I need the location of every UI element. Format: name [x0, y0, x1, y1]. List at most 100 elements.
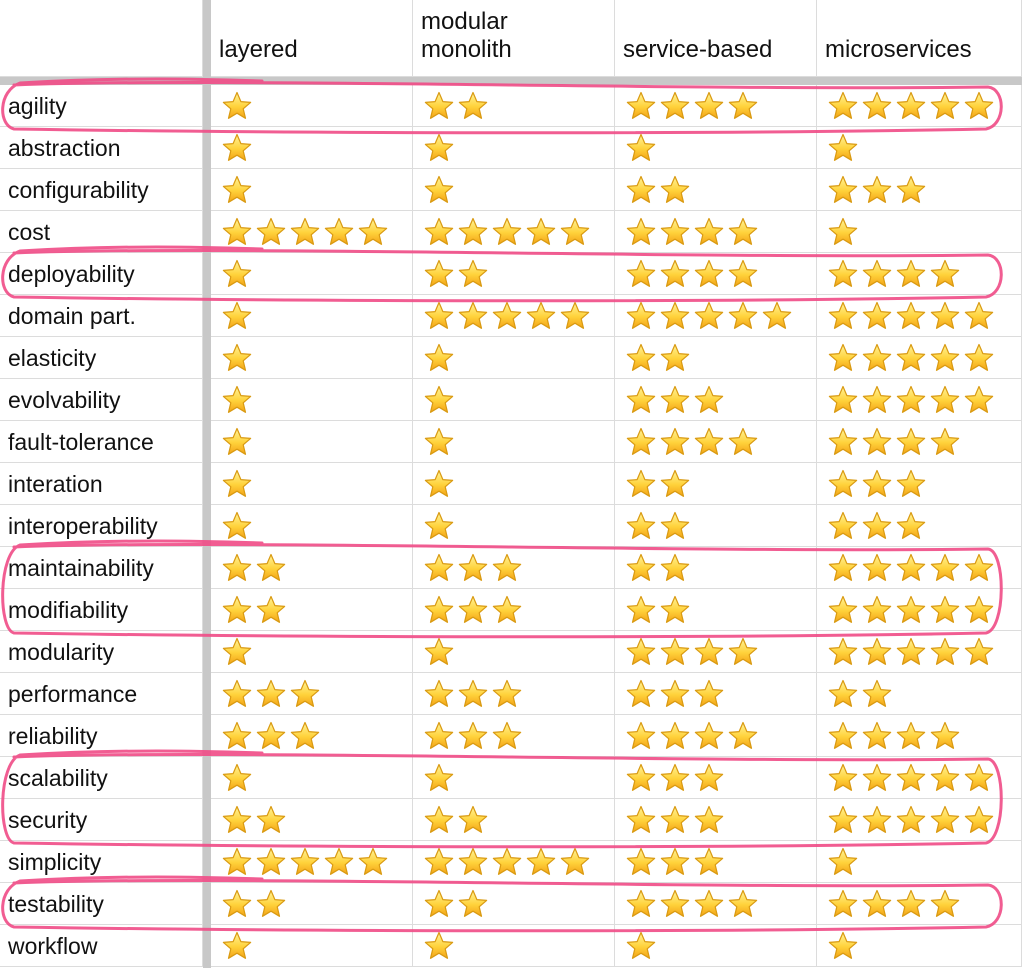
- row-label[interactable]: simplicity: [0, 841, 203, 883]
- column-header[interactable]: layered: [211, 0, 413, 77]
- rating-cell[interactable]: [211, 715, 413, 757]
- row-label[interactable]: modularity: [0, 631, 203, 673]
- rating-cell[interactable]: [211, 589, 413, 631]
- rating-cell[interactable]: [817, 589, 1022, 631]
- rating-cell[interactable]: [413, 631, 615, 673]
- rating-cell[interactable]: [413, 841, 615, 883]
- rating-cell[interactable]: [817, 253, 1022, 295]
- rating-cell[interactable]: [615, 169, 817, 211]
- rating-cell[interactable]: [817, 421, 1022, 463]
- column-header[interactable]: microservices: [817, 0, 1022, 77]
- row-label[interactable]: abstraction: [0, 127, 203, 169]
- rating-cell[interactable]: [211, 631, 413, 673]
- rating-cell[interactable]: [413, 337, 615, 379]
- row-label[interactable]: deployability: [0, 253, 203, 295]
- rating-cell[interactable]: [211, 799, 413, 841]
- rating-cell[interactable]: [615, 421, 817, 463]
- rating-cell[interactable]: [211, 505, 413, 547]
- row-label[interactable]: domain part.: [0, 295, 203, 337]
- rating-cell[interactable]: [413, 85, 615, 127]
- row-label[interactable]: cost: [0, 211, 203, 253]
- rating-cell[interactable]: [817, 127, 1022, 169]
- rating-cell[interactable]: [413, 463, 615, 505]
- rating-cell[interactable]: [211, 841, 413, 883]
- row-label[interactable]: elasticity: [0, 337, 203, 379]
- rating-cell[interactable]: [817, 169, 1022, 211]
- rating-cell[interactable]: [413, 127, 615, 169]
- rating-cell[interactable]: [413, 799, 615, 841]
- rating-cell[interactable]: [615, 799, 817, 841]
- rating-cell[interactable]: [413, 589, 615, 631]
- rating-cell[interactable]: [615, 379, 817, 421]
- rating-cell[interactable]: [817, 799, 1022, 841]
- rating-cell[interactable]: [211, 127, 413, 169]
- corner-cell[interactable]: [0, 0, 203, 77]
- column-header[interactable]: service-based: [615, 0, 817, 77]
- rating-cell[interactable]: [615, 505, 817, 547]
- row-label[interactable]: testability: [0, 883, 203, 925]
- row-label[interactable]: modifiability: [0, 589, 203, 631]
- row-label[interactable]: scalability: [0, 757, 203, 799]
- rating-cell[interactable]: [817, 463, 1022, 505]
- row-label[interactable]: workflow: [0, 925, 203, 967]
- rating-cell[interactable]: [615, 463, 817, 505]
- rating-cell[interactable]: [615, 211, 817, 253]
- rating-cell[interactable]: [413, 379, 615, 421]
- rating-cell[interactable]: [615, 547, 817, 589]
- rating-cell[interactable]: [615, 85, 817, 127]
- row-label[interactable]: reliability: [0, 715, 203, 757]
- rating-cell[interactable]: [211, 757, 413, 799]
- rating-cell[interactable]: [413, 505, 615, 547]
- rating-cell[interactable]: [211, 463, 413, 505]
- rating-cell[interactable]: [817, 505, 1022, 547]
- rating-cell[interactable]: [817, 631, 1022, 673]
- rating-cell[interactable]: [817, 337, 1022, 379]
- rating-cell[interactable]: [413, 169, 615, 211]
- row-label[interactable]: maintainability: [0, 547, 203, 589]
- rating-cell[interactable]: [817, 925, 1022, 967]
- rating-cell[interactable]: [413, 673, 615, 715]
- rating-cell[interactable]: [615, 631, 817, 673]
- rating-cell[interactable]: [615, 295, 817, 337]
- rating-cell[interactable]: [211, 85, 413, 127]
- rating-cell[interactable]: [817, 211, 1022, 253]
- rating-cell[interactable]: [413, 295, 615, 337]
- rating-cell[interactable]: [615, 673, 817, 715]
- row-label[interactable]: interation: [0, 463, 203, 505]
- rating-cell[interactable]: [817, 715, 1022, 757]
- row-label[interactable]: interoperability: [0, 505, 203, 547]
- column-header[interactable]: modular monolith: [413, 0, 615, 77]
- rating-cell[interactable]: [817, 295, 1022, 337]
- row-label[interactable]: fault-tolerance: [0, 421, 203, 463]
- rating-cell[interactable]: [211, 421, 413, 463]
- frozen-row-divider[interactable]: [0, 77, 1022, 85]
- rating-cell[interactable]: [615, 925, 817, 967]
- rating-cell[interactable]: [615, 253, 817, 295]
- rating-cell[interactable]: [413, 211, 615, 253]
- rating-cell[interactable]: [615, 127, 817, 169]
- rating-cell[interactable]: [211, 211, 413, 253]
- rating-cell[interactable]: [211, 673, 413, 715]
- rating-cell[interactable]: [211, 547, 413, 589]
- rating-cell[interactable]: [817, 673, 1022, 715]
- rating-cell[interactable]: [413, 883, 615, 925]
- frozen-column-divider[interactable]: [203, 0, 211, 968]
- rating-cell[interactable]: [211, 295, 413, 337]
- row-label[interactable]: agility: [0, 85, 203, 127]
- rating-cell[interactable]: [413, 757, 615, 799]
- rating-cell[interactable]: [615, 715, 817, 757]
- row-label[interactable]: evolvability: [0, 379, 203, 421]
- rating-cell[interactable]: [413, 547, 615, 589]
- rating-cell[interactable]: [211, 169, 413, 211]
- rating-cell[interactable]: [211, 253, 413, 295]
- row-label[interactable]: configurability: [0, 169, 203, 211]
- rating-cell[interactable]: [211, 337, 413, 379]
- rating-cell[interactable]: [615, 337, 817, 379]
- rating-cell[interactable]: [615, 841, 817, 883]
- rating-cell[interactable]: [211, 883, 413, 925]
- rating-cell[interactable]: [413, 715, 615, 757]
- rating-cell[interactable]: [211, 925, 413, 967]
- rating-cell[interactable]: [413, 253, 615, 295]
- rating-cell[interactable]: [615, 883, 817, 925]
- rating-cell[interactable]: [413, 421, 615, 463]
